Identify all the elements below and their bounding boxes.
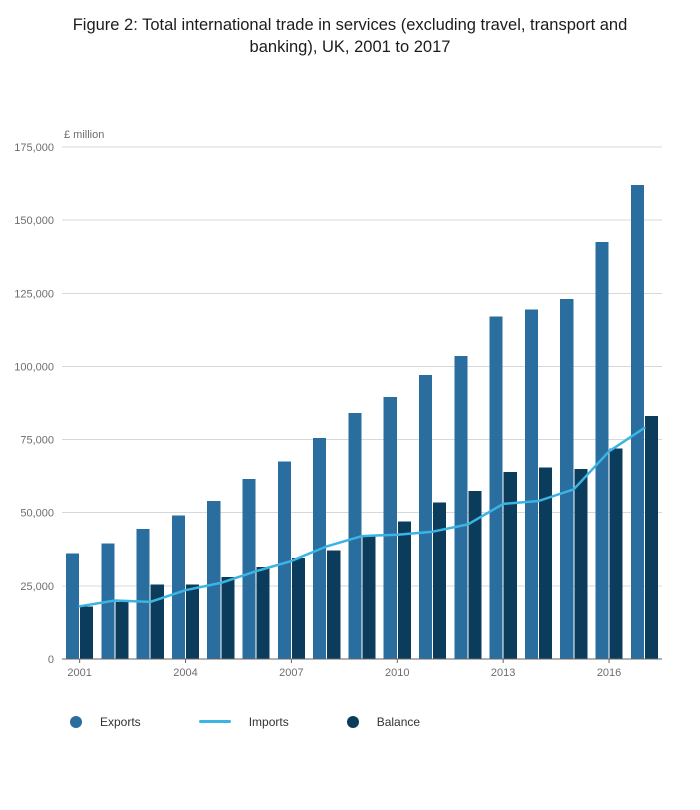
chart-title: Figure 2: Total international trade in s… [72, 16, 628, 57]
imports-line[interactable] [78, 426, 646, 608]
legend-label-balance: Balance [376, 714, 421, 729]
balance-bar[interactable] [221, 576, 235, 659]
balance-bar[interactable] [539, 466, 553, 659]
exports-bar[interactable] [207, 500, 221, 659]
exports-bar[interactable] [419, 374, 433, 659]
exports-bar[interactable] [524, 308, 538, 659]
x-tick-label: 2010 [385, 667, 409, 679]
legend-item-balance[interactable]: Balance [346, 714, 421, 729]
legend-label-imports: Imports [248, 714, 289, 729]
balance-bars[interactable] [80, 415, 658, 659]
balance-bar[interactable] [644, 415, 658, 659]
balance-bar[interactable] [397, 521, 411, 659]
balance-bar[interactable] [609, 447, 623, 659]
y-tick-label: 175,000 [14, 142, 54, 154]
balance-bar[interactable] [574, 468, 588, 659]
exports-bar[interactable] [383, 396, 397, 659]
y-tick-label: 100,000 [14, 361, 54, 373]
balance-bar[interactable] [362, 535, 376, 659]
exports-bar[interactable] [595, 241, 609, 659]
balance-marker-icon [346, 715, 359, 728]
imports-series-line[interactable] [78, 426, 646, 608]
legend-item-exports[interactable]: Exports [70, 715, 141, 729]
y-tick-label: 0 [48, 654, 54, 666]
balance-bar[interactable] [115, 601, 129, 659]
y-axis-tick-labels: 0 25,000 50,000 75,000 100,000 125,000 150,000… [14, 129, 104, 666]
x-tick-label: 2013 [491, 667, 515, 679]
chart-card: Figure 2: Total international trade in s… [0, 14, 700, 810]
exports-bar[interactable] [454, 355, 468, 659]
x-tick-label: 2001 [67, 667, 91, 679]
exports-bar[interactable] [242, 478, 256, 659]
legend-label-exports: Exports [100, 714, 141, 729]
balance-bar[interactable] [291, 557, 305, 659]
balance-bar[interactable] [468, 490, 482, 659]
balance-bar[interactable] [433, 502, 447, 659]
y-tick-label: 150,000 [14, 215, 54, 227]
gridlines [62, 146, 662, 586]
y-tick-label: 50,000 [20, 507, 54, 519]
y-tick-label: 25,000 [20, 580, 54, 592]
x-tick-label: 2004 [173, 667, 197, 679]
balance-bar[interactable] [150, 583, 164, 659]
x-axis-tick-labels: 2001 2004 2007 2010 2013 2016 [67, 658, 621, 679]
balance-bar[interactable] [256, 566, 270, 659]
y-tick-label: 125,000 [14, 288, 54, 300]
exports-bar[interactable] [66, 553, 80, 659]
exports-bar[interactable] [171, 515, 185, 659]
exports-bar[interactable] [277, 461, 291, 659]
exports-bar[interactable] [348, 412, 362, 659]
y-tick-label: 75,000 [20, 434, 54, 446]
exports-marker-icon [70, 715, 82, 728]
trade-services-chart: 0 25,000 50,000 75,000 100,000 125,000 150,000… [14, 129, 662, 679]
x-tick-label: 2016 [597, 667, 621, 679]
balance-bar[interactable] [80, 605, 94, 659]
legend-item-imports[interactable]: Imports [198, 714, 289, 729]
balance-bar[interactable] [327, 550, 341, 659]
exports-bars[interactable] [66, 184, 644, 659]
exports-bar[interactable] [560, 298, 574, 659]
x-tick-label: 2007 [279, 667, 303, 679]
exports-bar[interactable] [136, 528, 150, 659]
exports-bar[interactable] [630, 184, 644, 659]
balance-bar[interactable] [503, 471, 517, 659]
imports-marker-icon [198, 720, 231, 724]
y-axis-unit-label: £ million [64, 129, 104, 141]
chart-legend: Exports Imports Balance [0, 715, 700, 729]
balance-bar[interactable] [186, 583, 200, 659]
exports-bar[interactable] [489, 316, 503, 659]
